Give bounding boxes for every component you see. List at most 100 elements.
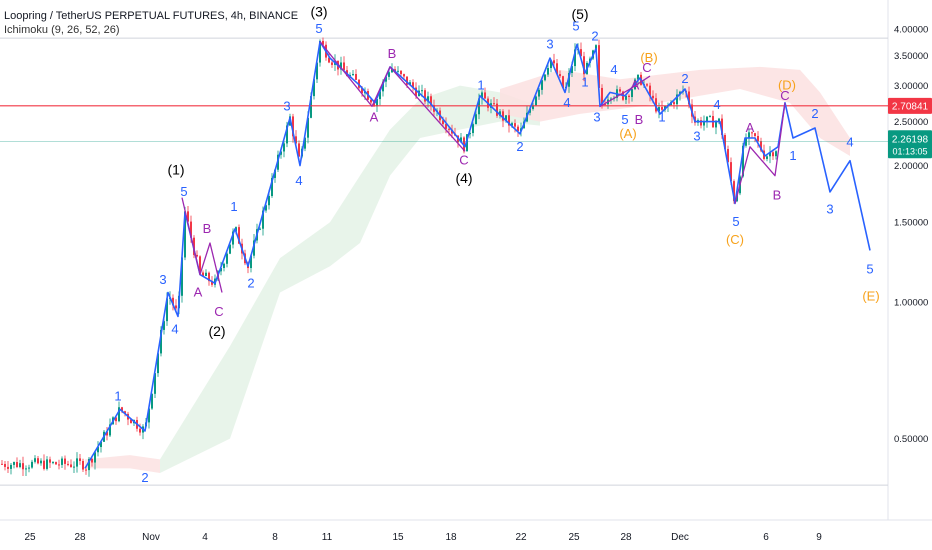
candle-body (34, 458, 36, 462)
wave-label: B (203, 221, 212, 236)
x-tick-label: 8 (272, 532, 278, 543)
wave-label: C (642, 60, 651, 75)
candle-body (85, 469, 87, 471)
candle-body (148, 408, 150, 423)
candle-body (424, 90, 426, 102)
candle-body (646, 84, 648, 86)
wave-label: B (773, 187, 782, 202)
candle-body (115, 417, 117, 422)
corrective-wave-line (181, 197, 223, 293)
candle-body (382, 81, 384, 92)
candle-body (757, 135, 759, 142)
candle-body (184, 211, 186, 258)
candle-body (508, 115, 510, 126)
candle-body (25, 468, 27, 470)
candle-body (496, 103, 498, 116)
candle-body (517, 126, 519, 132)
x-tick-label: Nov (142, 532, 160, 543)
candle-body (502, 111, 504, 121)
wave-label: 5 (315, 21, 322, 36)
candle-body (514, 123, 516, 127)
candle-body (253, 240, 255, 256)
candle-body (598, 45, 600, 88)
price-level-tag (888, 97, 932, 114)
candle-body (655, 98, 657, 112)
candle-body (412, 82, 414, 88)
candle-body (394, 69, 396, 72)
wave-label: 4 (295, 173, 302, 188)
candle-body (298, 143, 300, 157)
candle-body (37, 458, 39, 464)
wave-label: 2 (141, 470, 148, 485)
y-tick-label: 3.50000 (894, 51, 928, 62)
candle-body (748, 132, 750, 139)
candle-body (319, 40, 321, 63)
candle-body (208, 272, 210, 282)
candle-body (232, 231, 234, 245)
candle-body (538, 89, 540, 97)
candle-body (400, 70, 402, 75)
candle-body (13, 462, 15, 465)
candle-body (745, 138, 747, 146)
candle-body (100, 441, 102, 448)
candle-body (226, 253, 228, 264)
wave-label: 4 (171, 322, 178, 337)
wave-label: A (631, 78, 640, 93)
grid (0, 0, 932, 521)
candle-body (328, 57, 330, 63)
candle-body (304, 137, 306, 149)
candle-body (205, 272, 207, 277)
candle-body (172, 297, 174, 306)
wave-label: B (388, 46, 397, 61)
candle-body (544, 74, 546, 81)
candle-body (532, 105, 534, 109)
price-level-value: 2.70841 (892, 101, 929, 112)
y-tick-label: 1.00000 (894, 298, 928, 309)
wave-label: (C) (726, 232, 744, 247)
candle-body (703, 121, 705, 126)
candle-body (619, 89, 621, 92)
time-axis[interactable]: 25 28 Nov 4 8 11 15 18 22 25 28 Dec 6 9 (24, 532, 822, 543)
candle-body (391, 69, 393, 73)
candle-body (43, 460, 45, 469)
candle-body (211, 281, 213, 285)
candle-body (313, 79, 315, 97)
candle-body (199, 256, 201, 273)
cloud-bullish (160, 85, 540, 474)
candle-body (409, 82, 411, 85)
candle-body (151, 393, 153, 409)
wave-label: 5 (621, 112, 628, 127)
candle-body (202, 272, 204, 277)
price-axis[interactable]: 2.708410.265382.2619801:13:050.500001.00… (888, 25, 932, 550)
candle-body (559, 74, 561, 77)
candle-body (775, 151, 777, 157)
candle-body (484, 92, 486, 99)
candle-body (760, 141, 762, 151)
candle-body (94, 452, 96, 463)
candle-body (271, 177, 273, 197)
candle-body (505, 115, 507, 121)
candle-body (637, 74, 639, 80)
wave-label: 4 (846, 134, 853, 149)
cloud-early (85, 455, 160, 474)
candle-body (601, 87, 603, 104)
candle-body (343, 62, 345, 71)
candle-body (469, 133, 471, 135)
candle-body (181, 257, 183, 296)
candle-body (154, 373, 156, 394)
candle-body (421, 90, 423, 92)
corrective-wave-line (599, 75, 651, 107)
x-tick-label: 15 (392, 532, 404, 543)
candle-body (166, 298, 168, 322)
candle-body (70, 464, 72, 468)
wave-label: 2 (811, 106, 818, 121)
wave-label: 2 (681, 71, 688, 86)
y-tick-label: 1.50000 (894, 218, 928, 229)
candle-body (28, 467, 30, 469)
wave-label: C (459, 153, 468, 168)
wave-paths (84, 40, 871, 469)
wave-label: 4 (610, 62, 617, 77)
candle-body (553, 60, 555, 64)
x-tick-label: 18 (445, 532, 457, 543)
